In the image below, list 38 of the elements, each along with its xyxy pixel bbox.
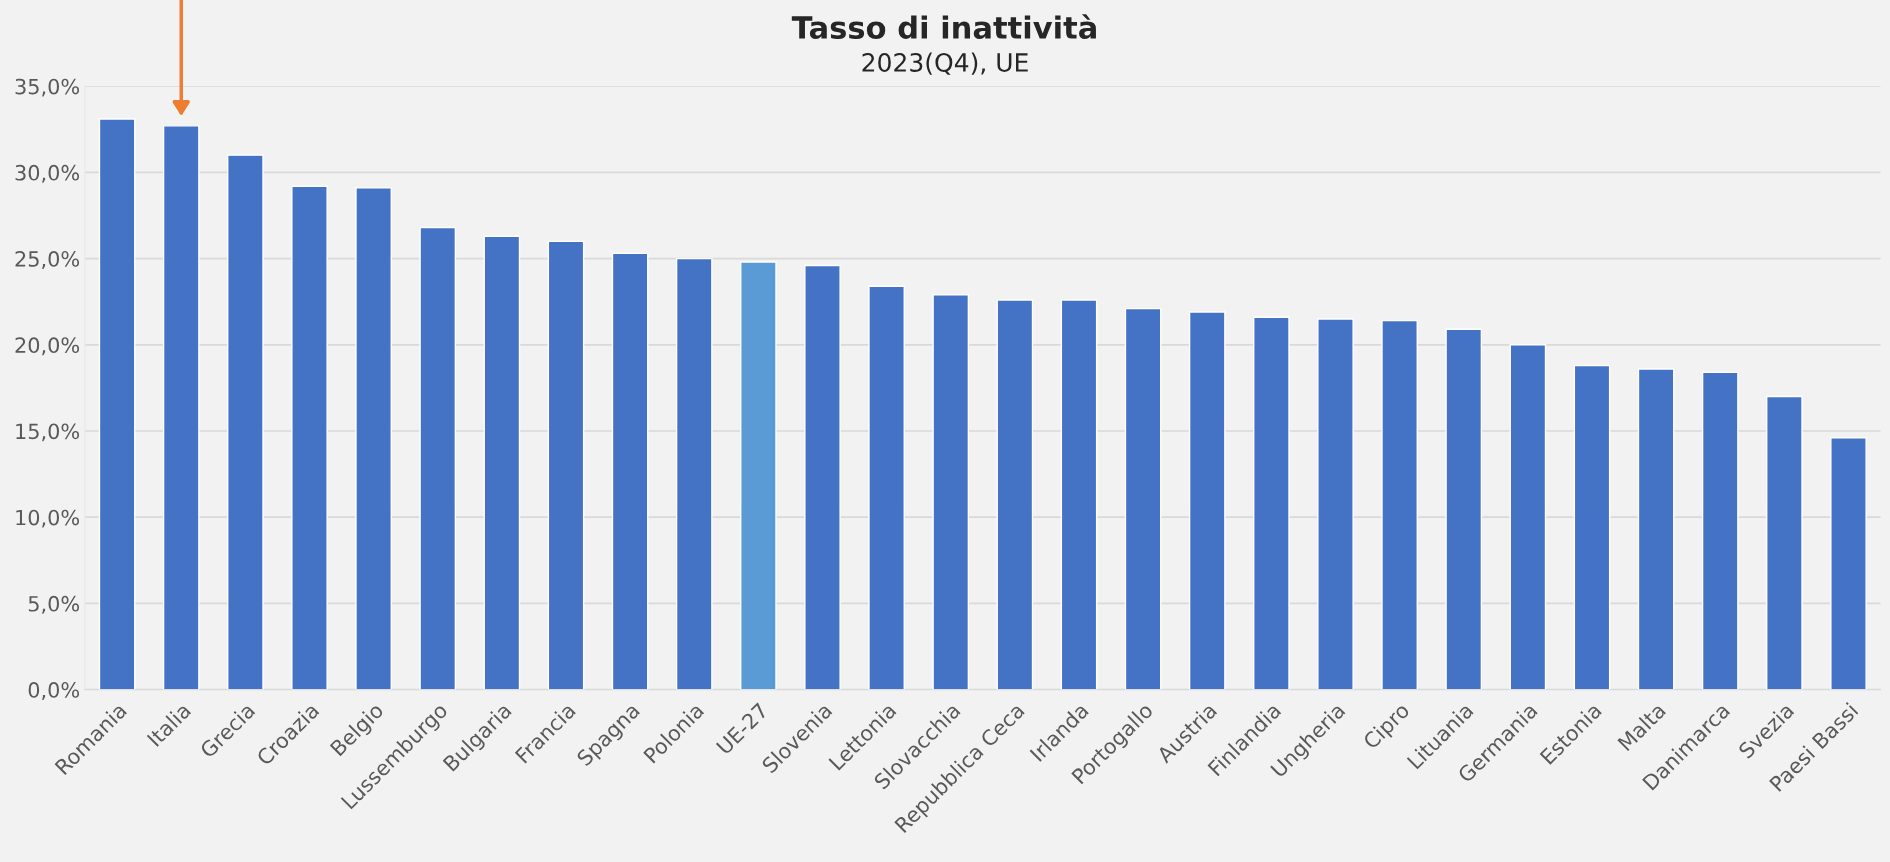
bar: [740, 261, 777, 690]
y-tick-label: 5,0%: [28, 595, 80, 614]
bar: [291, 185, 328, 690]
bar: [675, 257, 713, 690]
bar: [1445, 328, 1483, 690]
bar: [1830, 437, 1867, 690]
bar: [1381, 319, 1418, 690]
bar: [227, 154, 264, 690]
bar: [804, 264, 841, 690]
bar: [547, 240, 585, 690]
bar: [1060, 299, 1098, 690]
bar: [1188, 311, 1226, 690]
bar: [996, 299, 1034, 690]
bar: [355, 187, 392, 690]
y-tick-label: 20,0%: [15, 337, 80, 356]
chart-title: Tasso di inattività: [791, 14, 1096, 40]
y-tick-label: 15,0%: [16, 423, 80, 442]
bar: [932, 294, 970, 690]
bar: [162, 125, 200, 690]
bar: [1766, 395, 1803, 690]
chart-subtitle: 2023(Q4), UE: [862, 52, 1028, 75]
bar: [1509, 344, 1547, 690]
y-tick-label: 35,0%: [15, 78, 80, 97]
bar: [611, 252, 649, 690]
y-tick-label: 25,0%: [15, 251, 80, 269]
bar: [1253, 316, 1290, 690]
bar: [98, 118, 136, 690]
y-tick-label: 30,0%: [15, 164, 80, 183]
bar: [868, 285, 905, 690]
bar: [1573, 364, 1611, 690]
y-tick-label: 0,0%: [28, 682, 80, 700]
bar: [1701, 371, 1739, 690]
bar: [1637, 368, 1675, 690]
bar: [483, 235, 521, 690]
bar: [419, 226, 457, 690]
bar: [1317, 318, 1354, 690]
y-tick-label: 10,0%: [16, 509, 80, 528]
bar: [1124, 307, 1162, 690]
